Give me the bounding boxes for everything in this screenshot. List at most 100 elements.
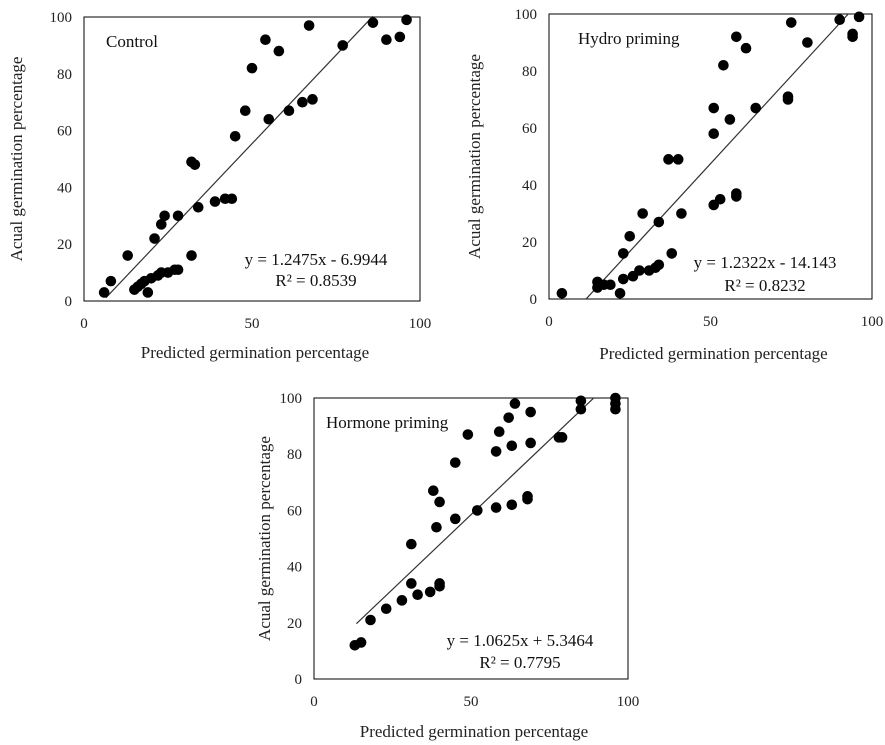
plot-frame (83, 16, 421, 302)
x-tick-label: 50 (703, 314, 718, 330)
data-point (663, 154, 674, 165)
y-axis-label: Acual germination percentage (465, 54, 484, 259)
data-point (666, 248, 678, 259)
panel-title: Control (106, 32, 158, 51)
x-tick-label: 50 (464, 694, 479, 710)
data-point (782, 91, 794, 102)
data-point (471, 505, 483, 516)
data-point (401, 14, 412, 26)
data-point (380, 603, 392, 615)
regression-equation: y = 1.0625x + 5.3464 (447, 631, 594, 650)
r-squared-label: R² = 0.8232 (724, 276, 805, 295)
data-point (406, 538, 417, 550)
data-point (355, 637, 367, 648)
data-point (209, 196, 221, 207)
x-tick-label: 100 (861, 314, 884, 330)
data-point (396, 595, 408, 606)
data-point (785, 17, 797, 28)
r-squared-label: R² = 0.7795 (479, 653, 560, 672)
data-point (229, 130, 241, 142)
data-point (283, 105, 295, 117)
data-point (653, 216, 665, 228)
data-point (614, 288, 626, 299)
data-point (724, 114, 736, 125)
y-tick-label: 40 (522, 178, 537, 194)
y-tick-label: 0 (65, 294, 73, 310)
data-point (750, 102, 762, 114)
data-point (239, 105, 251, 117)
y-tick-label: 60 (57, 124, 72, 140)
y-tick-label: 60 (522, 121, 537, 137)
data-point (490, 446, 502, 457)
y-tick-label: 100 (50, 10, 73, 26)
data-point (122, 250, 133, 261)
data-point (506, 440, 518, 452)
y-tick-label: 0 (530, 292, 538, 308)
panel-title: Hydro priming (578, 29, 680, 48)
data-point (367, 17, 379, 28)
data-point (431, 521, 442, 533)
data-point (525, 437, 536, 449)
data-point (847, 28, 858, 40)
x-tick-label: 0 (80, 316, 88, 332)
data-point (853, 11, 865, 23)
data-point (155, 219, 167, 230)
data-point (637, 208, 648, 219)
x-tick-label: 0 (310, 694, 318, 710)
data-point (575, 395, 587, 407)
y-tick-label: 80 (522, 64, 537, 80)
data-point (394, 31, 406, 43)
data-point (424, 586, 436, 598)
data-point (634, 265, 645, 276)
data-point (740, 42, 752, 54)
data-point (503, 412, 514, 423)
data-point (189, 159, 201, 170)
regression-equation: y = 1.2322x - 14.143 (694, 253, 837, 272)
data-point (506, 499, 518, 511)
data-point (493, 426, 505, 438)
data-point (307, 94, 318, 105)
x-tick-label: 50 (245, 316, 260, 332)
data-point (462, 429, 474, 440)
data-point (617, 273, 629, 285)
data-point (172, 264, 184, 276)
y-axis-label: Acual germination percentage (255, 436, 274, 641)
y-tick-label: 100 (280, 391, 303, 407)
y-tick-label: 60 (287, 503, 302, 519)
data-point (297, 96, 308, 108)
data-point (142, 287, 154, 298)
y-tick-label: 20 (522, 235, 537, 251)
data-point (337, 40, 349, 51)
data-point (434, 578, 445, 589)
data-point (490, 502, 502, 513)
regression-equation: y = 1.2475x - 6.9944 (245, 250, 388, 269)
data-point (412, 589, 423, 600)
trendline (585, 14, 849, 300)
data-point (617, 248, 629, 259)
y-tick-label: 40 (287, 560, 302, 576)
data-point (525, 406, 536, 418)
data-point (149, 233, 160, 244)
plot-frame (313, 397, 629, 680)
data-point (98, 287, 110, 298)
chart-panel-hydro: 0 20 40 60 80 100 0 50 100 Acual germination perc… (465, 7, 883, 363)
chart-panel-hormone: 0 20 40 60 80 100 0 50 100 Acual germination perc… (255, 391, 639, 741)
data-point (246, 62, 258, 74)
y-tick-label: 40 (57, 180, 72, 196)
data-point (226, 193, 238, 205)
x-tick-label: 0 (545, 314, 553, 330)
y-tick-label: 80 (57, 67, 72, 83)
data-point (450, 513, 461, 525)
data-point (303, 20, 315, 31)
data-point (676, 208, 687, 219)
data-point (273, 45, 285, 57)
data-point (192, 201, 204, 213)
data-point (186, 250, 197, 261)
y-axis-label: Acual germination percentage (7, 57, 26, 262)
data-point (610, 392, 621, 404)
panel-title: Hormone priming (326, 413, 449, 432)
y-tick-label: 80 (287, 447, 302, 463)
data-point (556, 432, 568, 443)
data-point (406, 578, 417, 589)
